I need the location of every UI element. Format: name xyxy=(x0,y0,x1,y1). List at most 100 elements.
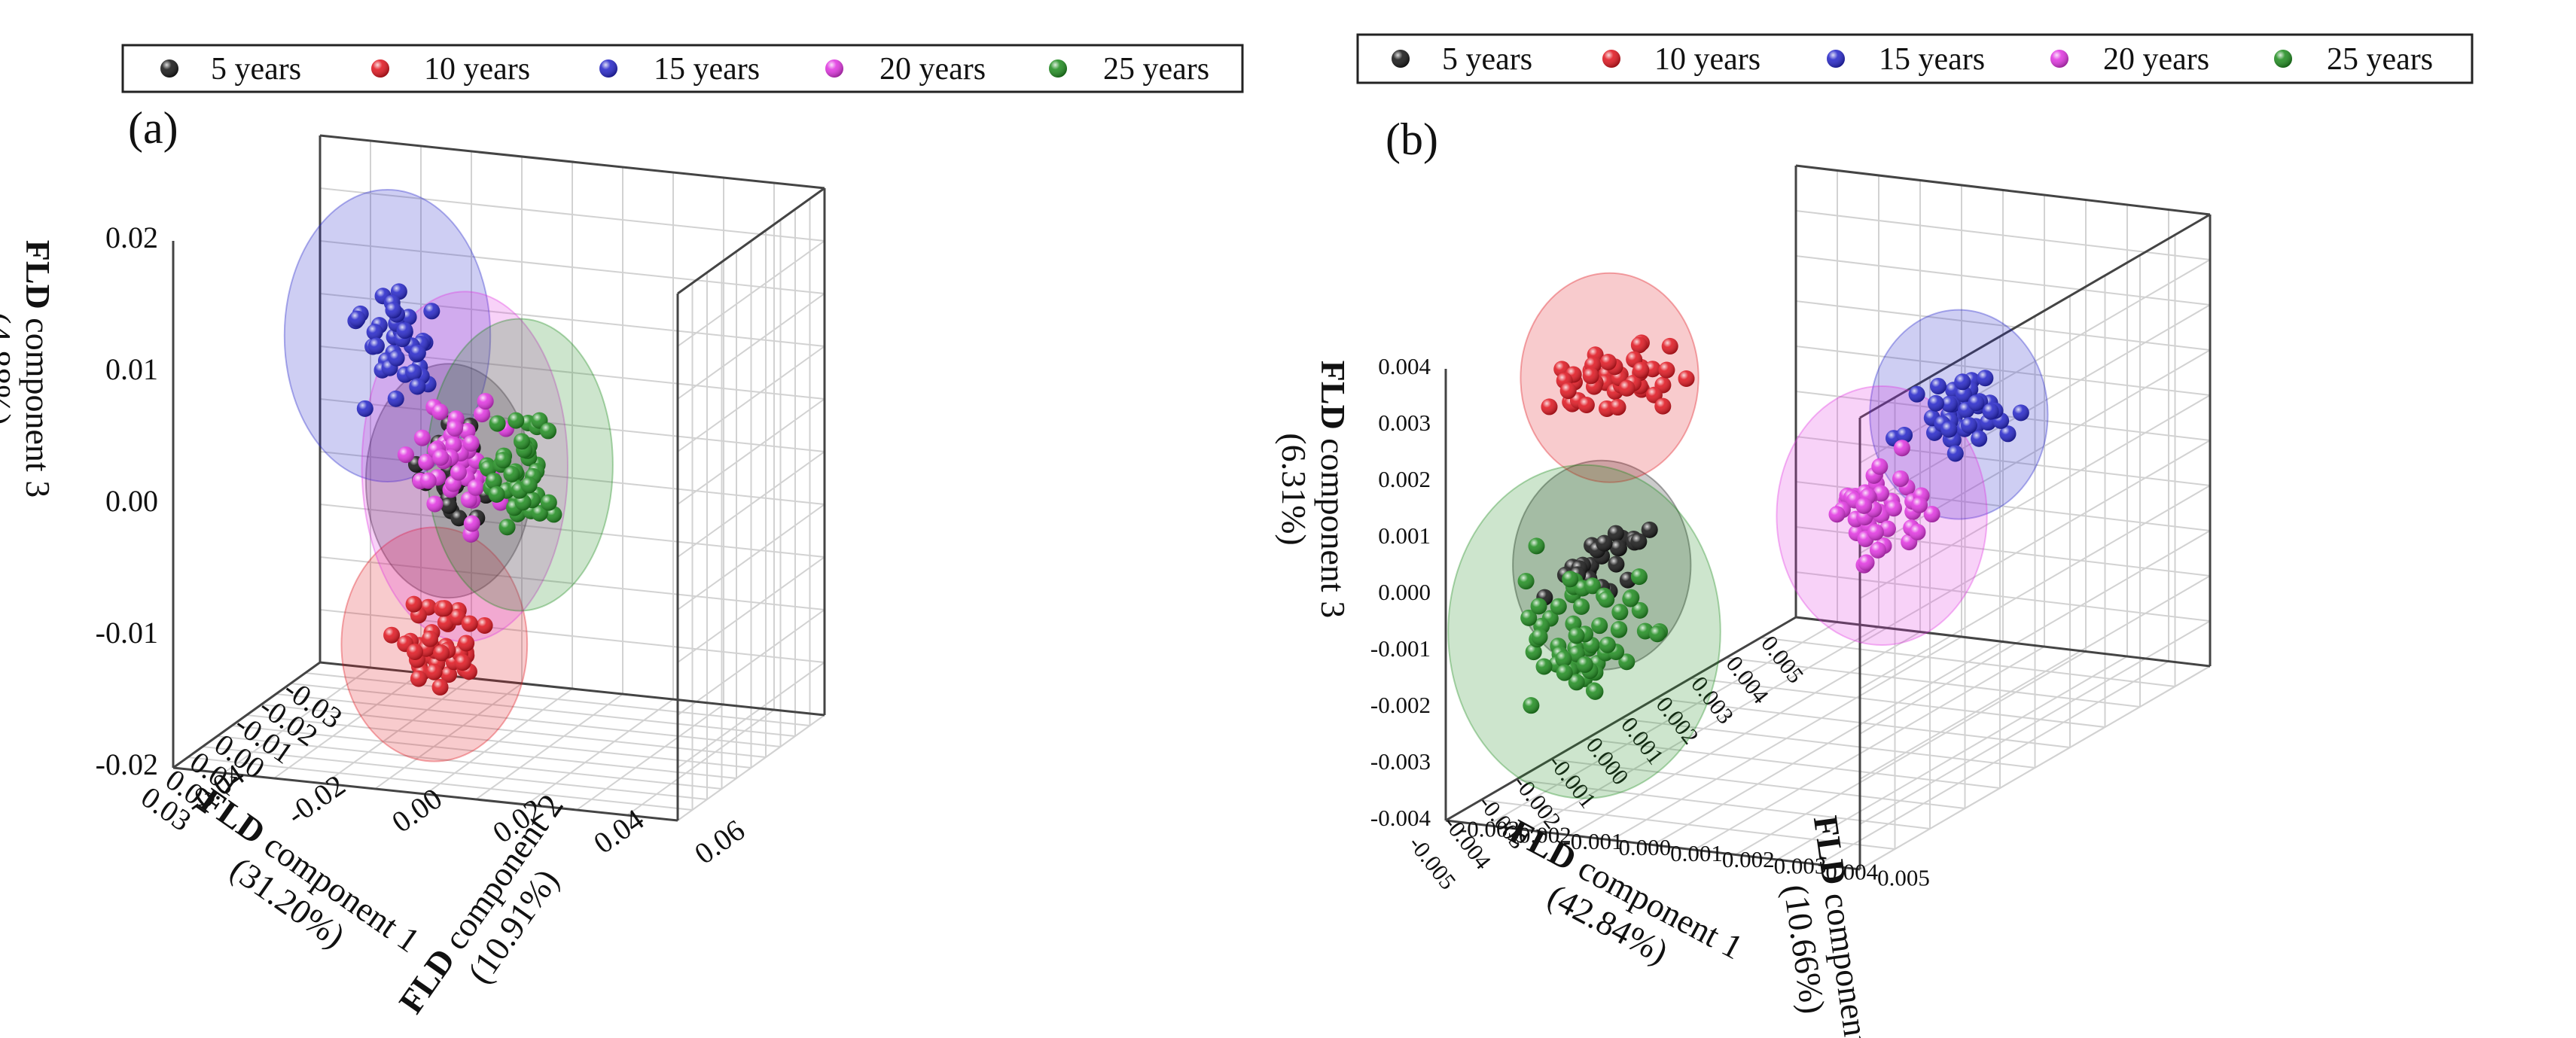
data-point-shine xyxy=(1531,629,1548,646)
z-axis-title-percent: (6.31%) xyxy=(1275,433,1313,545)
grid-line xyxy=(677,398,825,505)
y-tick-label: 0.003 xyxy=(1774,852,1827,878)
legend-label: 15 years xyxy=(1879,42,1985,77)
axis-lines xyxy=(1444,164,2212,871)
data-point-shine xyxy=(1641,521,1658,538)
data-point-shine xyxy=(1520,609,1538,626)
data-point-shine xyxy=(540,422,557,440)
grid-line xyxy=(217,735,722,790)
data-point-shine xyxy=(396,322,413,339)
z-tick-label: -0.003 xyxy=(1370,748,1431,775)
grid-line xyxy=(1480,799,1895,850)
legend-marker-shine xyxy=(1827,50,1845,68)
data-point-shine xyxy=(1896,427,1913,444)
legend-label: 5 years xyxy=(1442,42,1532,77)
confidence-ellipses xyxy=(1447,272,2049,799)
data-point-shine xyxy=(1893,440,1910,457)
data-point-shine xyxy=(1885,500,1902,517)
data-point-shine xyxy=(1556,664,1573,681)
data-point-shine xyxy=(423,303,441,320)
grid-line xyxy=(677,345,825,452)
data-point-shine xyxy=(489,415,506,432)
back-edge xyxy=(1795,616,2211,668)
grid-line xyxy=(1776,656,2128,860)
legend-label: 15 years xyxy=(654,52,760,87)
data-point-shine xyxy=(431,403,449,421)
data-point-shine xyxy=(1871,458,1889,475)
data-point-shine xyxy=(1517,573,1535,590)
data-point-shine xyxy=(409,378,426,395)
data-point-shine xyxy=(1968,394,1985,412)
y-axis-line xyxy=(172,766,678,822)
data-point-shine xyxy=(463,515,480,532)
data-point-shine xyxy=(454,654,471,671)
data-point-shine xyxy=(1576,656,1593,673)
data-point-shine xyxy=(1630,336,1648,354)
legend-marker-shine xyxy=(599,59,617,78)
data-point-shine xyxy=(1940,395,1958,412)
data-point-shine xyxy=(1582,367,1599,385)
data-point-shine xyxy=(1929,377,1946,394)
data-point-shine xyxy=(2012,404,2029,422)
grid-line xyxy=(1795,210,2211,260)
data-point-shine xyxy=(1658,361,1675,379)
axis-lines xyxy=(172,134,826,822)
data-point-shine xyxy=(488,486,505,503)
data-point-shine xyxy=(397,446,414,464)
data-point-shine xyxy=(460,491,477,508)
data-point-shine xyxy=(1955,385,1972,403)
y-tick-label: 0.005 xyxy=(1877,865,1930,891)
z-tick-label: -0.01 xyxy=(96,616,158,650)
chart-panel-b: 0.0050.0040.0030.0020.0010.000-0.001-0.0… xyxy=(1275,33,2474,1038)
grid-line xyxy=(319,187,825,242)
data-point-shine xyxy=(1528,537,1545,555)
data-point-shine xyxy=(1678,370,1695,387)
data-point-shine xyxy=(477,393,494,410)
panel-label: (a) xyxy=(128,103,178,153)
data-point-shine xyxy=(474,406,491,423)
data-point-shine xyxy=(1584,577,1601,595)
legend-marker-shine xyxy=(160,59,178,78)
legend-marker-shine xyxy=(1049,59,1067,78)
grid-line xyxy=(187,756,693,811)
data-point-shine xyxy=(1661,337,1678,355)
z-tick-label: -0.02 xyxy=(96,747,158,781)
grid-line xyxy=(425,688,573,795)
x-axis-line xyxy=(172,661,321,769)
z-tick-label: 0.02 xyxy=(105,221,158,254)
grid-line xyxy=(526,699,674,805)
grid-line xyxy=(319,240,825,294)
y-tick-label: -0.001 xyxy=(1562,828,1623,854)
y-tick-label: -0.003 xyxy=(1459,816,1520,842)
legend-label: 25 years xyxy=(1103,52,1209,87)
data-point-shine xyxy=(1573,598,1590,615)
data-point-shine xyxy=(1971,430,1988,447)
z-axis-title: FLD component 3(6.31%) xyxy=(1275,361,1352,618)
z-axis-title: FLD component 3(4.88%) xyxy=(0,240,57,498)
grid-line xyxy=(231,725,737,779)
data-point-shine xyxy=(1535,658,1553,675)
data-point-shine xyxy=(1587,683,1604,700)
data-point-shine xyxy=(1568,674,1585,691)
y-tick-label: 0.000 xyxy=(1618,834,1671,860)
data-point-shine xyxy=(508,412,525,429)
data-point-shine xyxy=(1530,598,1547,615)
data-point-shine xyxy=(1632,361,1650,379)
grid-line xyxy=(1585,738,2001,789)
grid-line xyxy=(1795,345,2211,396)
data-point-shine xyxy=(467,479,484,496)
legend-label: 20 years xyxy=(2103,42,2209,77)
data-point-shine xyxy=(458,635,475,652)
grid-line xyxy=(1693,646,2045,851)
data-point-shine xyxy=(1892,470,1909,487)
data-point-shine xyxy=(1609,540,1626,557)
data-point-shine xyxy=(383,626,401,644)
data-point-shine xyxy=(418,453,435,470)
data-point-shine xyxy=(367,337,385,355)
data-point-shine xyxy=(421,630,438,647)
data-point-shine xyxy=(385,302,402,319)
data-point-shine xyxy=(1591,617,1608,635)
data-point-shine xyxy=(495,452,512,469)
y-tick-label: 0.004 xyxy=(1825,858,1878,884)
back-edge xyxy=(319,661,825,717)
